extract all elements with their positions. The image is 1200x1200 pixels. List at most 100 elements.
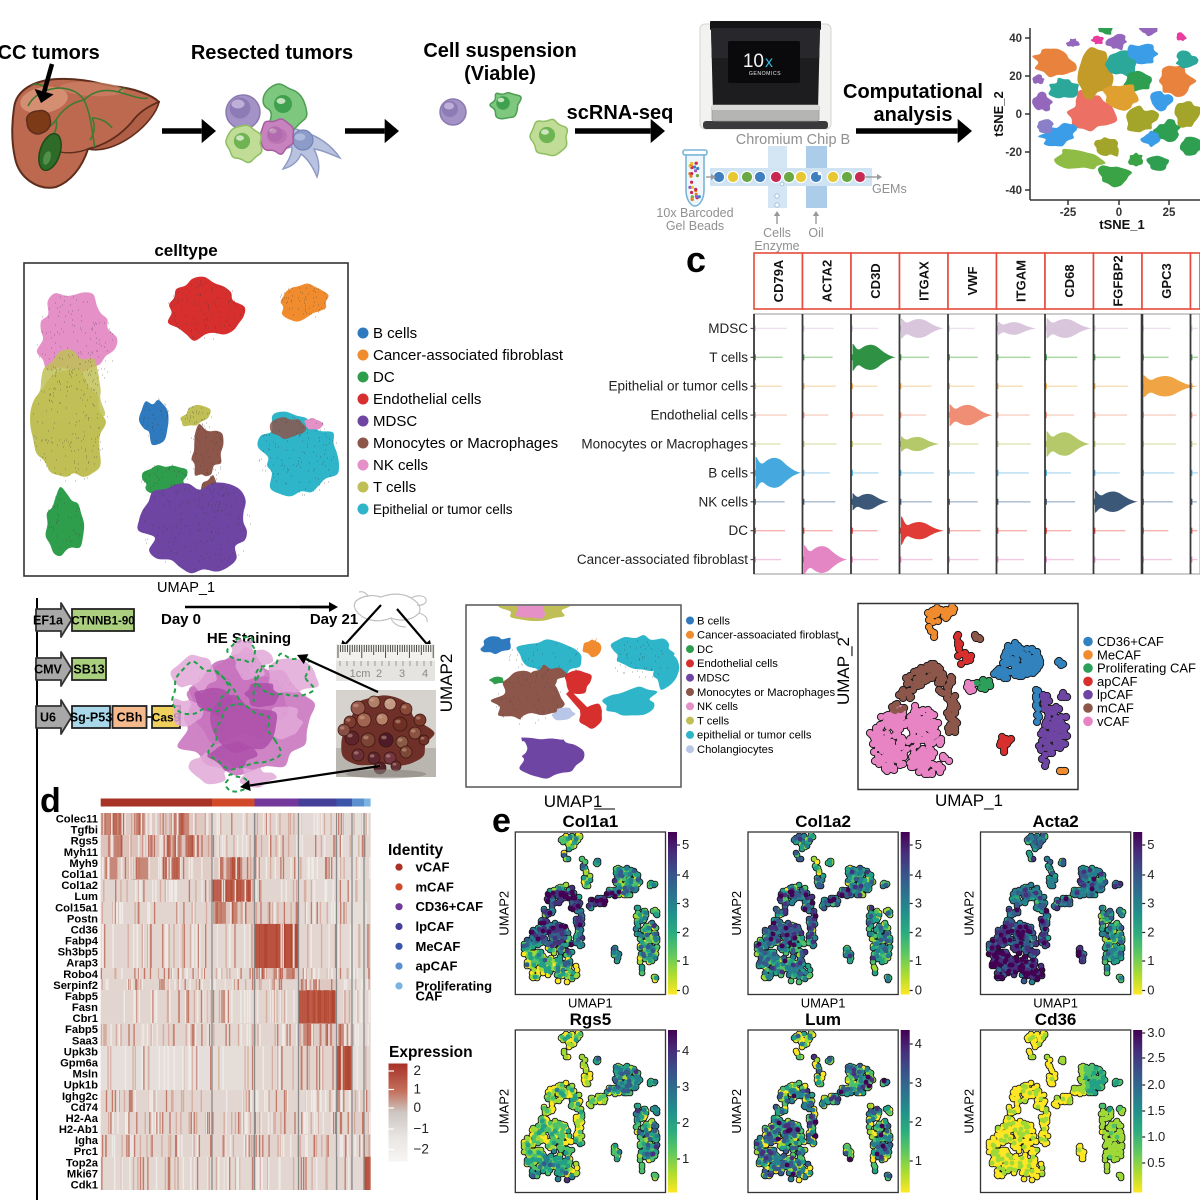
svg-text:Cholangiocytes: Cholangiocytes xyxy=(697,744,774,756)
svg-text:T cells: T cells xyxy=(373,479,416,496)
svg-text:CBh: CBh xyxy=(117,711,143,725)
svg-text:Ighg2c: Ighg2c xyxy=(62,1091,98,1103)
svg-text:Col1a2: Col1a2 xyxy=(61,880,98,892)
svg-text:analysis: analysis xyxy=(874,104,953,126)
svg-text:0: 0 xyxy=(682,983,689,998)
svg-text:UMAP_1: UMAP_1 xyxy=(157,580,215,596)
svg-text:DC: DC xyxy=(697,644,713,656)
svg-text:1cm: 1cm xyxy=(350,668,371,680)
svg-text:apCAF: apCAF xyxy=(1097,674,1138,689)
svg-text:HE Staining: HE Staining xyxy=(207,630,291,647)
svg-text:Expression: Expression xyxy=(389,1044,473,1061)
svg-text:MDSC: MDSC xyxy=(708,321,748,336)
svg-text:GEMs: GEMs xyxy=(872,182,907,196)
svg-text:Cancer-associated fibroblast: Cancer-associated fibroblast xyxy=(577,552,748,567)
svg-text:2: 2 xyxy=(915,1114,922,1129)
svg-text:3.0: 3.0 xyxy=(1147,1025,1165,1040)
svg-text:lpCAF: lpCAF xyxy=(1097,687,1133,702)
svg-text:3: 3 xyxy=(915,896,922,911)
svg-text:UMAP2: UMAP2 xyxy=(729,891,744,936)
svg-text:Cas9: Cas9 xyxy=(152,711,181,725)
svg-text:Endothelial cells: Endothelial cells xyxy=(697,658,778,670)
svg-text:Cd36: Cd36 xyxy=(1035,1010,1077,1029)
svg-text:Cell suspension: Cell suspension xyxy=(423,40,576,62)
svg-text:Endothelial cells: Endothelial cells xyxy=(373,391,481,408)
svg-text:0: 0 xyxy=(1116,207,1122,219)
svg-text:Identity: Identity xyxy=(388,842,443,859)
svg-text:UMAP2: UMAP2 xyxy=(962,1089,977,1134)
svg-text:2.5: 2.5 xyxy=(1147,1050,1165,1065)
svg-text:Myh11: Myh11 xyxy=(64,847,98,859)
svg-text:2: 2 xyxy=(682,1115,689,1130)
svg-text:CD68: CD68 xyxy=(1062,264,1077,297)
svg-text:celltype: celltype xyxy=(154,241,217,260)
svg-text:UMAP2: UMAP2 xyxy=(496,891,511,936)
svg-text:x: x xyxy=(765,54,773,71)
svg-text:Sh3bp5: Sh3bp5 xyxy=(58,947,98,959)
svg-text:-25: -25 xyxy=(1060,207,1077,219)
svg-text:Col15a1: Col15a1 xyxy=(55,902,98,914)
svg-text:-40: -40 xyxy=(1005,185,1022,197)
svg-text:0: 0 xyxy=(1147,983,1154,998)
svg-text:Myh9: Myh9 xyxy=(69,858,98,870)
svg-text:Msln: Msln xyxy=(73,1069,99,1081)
svg-text:Arap3: Arap3 xyxy=(66,958,98,970)
svg-text:3: 3 xyxy=(682,896,689,911)
svg-text:4: 4 xyxy=(682,867,689,882)
svg-text:GPC3: GPC3 xyxy=(1159,263,1174,298)
svg-text:2: 2 xyxy=(915,925,922,940)
svg-text:Colec11: Colec11 xyxy=(56,814,98,826)
svg-text:Sg-P53: Sg-P53 xyxy=(70,711,112,725)
svg-text:NK cells: NK cells xyxy=(373,457,428,474)
svg-text:(Viable): (Viable) xyxy=(464,63,536,85)
svg-text:vCAF: vCAF xyxy=(1097,714,1130,729)
svg-text:epithelial or tumor cells: epithelial or tumor cells xyxy=(697,730,812,742)
svg-text:Fabp4: Fabp4 xyxy=(65,936,99,948)
svg-text:0: 0 xyxy=(414,1100,422,1115)
svg-text:CD36+CAF: CD36+CAF xyxy=(1097,634,1164,649)
svg-text:Prc1: Prc1 xyxy=(74,1146,98,1158)
svg-text:1: 1 xyxy=(915,953,922,968)
svg-text:3: 3 xyxy=(682,1079,689,1094)
svg-text:ICC tumors: ICC tumors xyxy=(0,42,100,64)
svg-text:CTNNB1-90: CTNNB1-90 xyxy=(71,616,134,628)
svg-text:Day 21: Day 21 xyxy=(310,611,358,628)
svg-text:MeCAF: MeCAF xyxy=(416,939,461,954)
svg-text:Saa3: Saa3 xyxy=(72,1035,98,1047)
svg-text:Computational: Computational xyxy=(843,81,983,103)
svg-text:0: 0 xyxy=(915,983,922,998)
svg-text:Acta2: Acta2 xyxy=(1032,812,1078,831)
svg-text:U6: U6 xyxy=(40,711,56,725)
svg-text:UMAP2: UMAP2 xyxy=(437,654,456,713)
svg-text:mCAF: mCAF xyxy=(1097,701,1134,716)
svg-text:10: 10 xyxy=(743,51,764,72)
svg-text:DC: DC xyxy=(729,523,749,538)
svg-text:UMAP1: UMAP1 xyxy=(801,996,846,1011)
svg-text:T cells: T cells xyxy=(697,715,730,727)
svg-text:Lum: Lum xyxy=(805,1010,841,1029)
svg-text:1.5: 1.5 xyxy=(1147,1103,1165,1118)
svg-text:ACTA2: ACTA2 xyxy=(819,260,834,302)
svg-text:UMAP_2: UMAP_2 xyxy=(834,637,853,705)
svg-text:T cells: T cells xyxy=(709,350,748,365)
svg-text:4: 4 xyxy=(422,668,428,680)
svg-text:10x Barcoded: 10x Barcoded xyxy=(656,206,733,220)
svg-text:apCAF: apCAF xyxy=(416,959,458,974)
svg-text:4: 4 xyxy=(915,1036,922,1051)
svg-text:B cells: B cells xyxy=(373,325,417,342)
svg-text:Col1a1: Col1a1 xyxy=(61,869,98,881)
svg-text:Igha: Igha xyxy=(75,1135,99,1147)
svg-text:scRNA-seq: scRNA-seq xyxy=(567,102,674,124)
svg-text:Cd36: Cd36 xyxy=(71,924,98,936)
svg-text:-20: -20 xyxy=(1005,147,1022,159)
svg-text:Cells: Cells xyxy=(763,226,791,240)
svg-text:lpCAF: lpCAF xyxy=(416,919,454,934)
svg-text:tSNE_2: tSNE_2 xyxy=(991,91,1006,137)
svg-text:4: 4 xyxy=(915,867,922,882)
svg-text:1: 1 xyxy=(915,1153,922,1168)
svg-text:mCAF: mCAF xyxy=(416,879,454,894)
svg-text:Day 0: Day 0 xyxy=(161,611,201,628)
svg-text:MDSC: MDSC xyxy=(373,413,417,430)
svg-text:FGFBP2: FGFBP2 xyxy=(1110,255,1125,306)
svg-text:1: 1 xyxy=(682,953,689,968)
